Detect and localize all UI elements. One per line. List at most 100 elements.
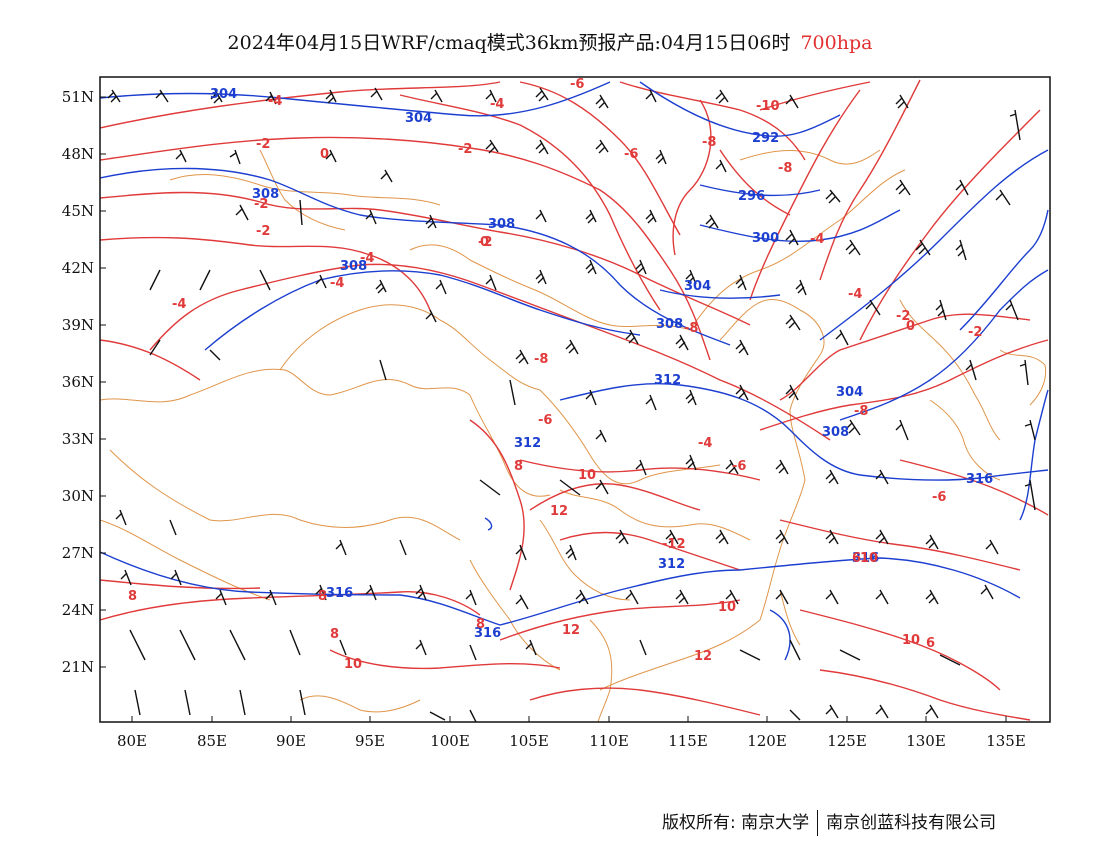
temperature-contour-label: -8	[854, 404, 868, 419]
longitude-label: 130E	[906, 732, 946, 750]
height-contour-label: 308	[822, 425, 849, 440]
height-contour-label: 316	[852, 551, 879, 566]
temperature-contour-label: -2	[254, 197, 268, 212]
height-contour-label: 308	[656, 317, 683, 332]
temperature-contour-label: -2	[478, 235, 492, 250]
temperature-contour-label: -8	[778, 161, 792, 176]
longitude-label: 135E	[986, 732, 1026, 750]
height-contours	[100, 81, 1049, 661]
height-contour-label: 300	[752, 231, 779, 246]
temperature-contour-label: 12	[550, 504, 568, 519]
longitude-label: 90E	[276, 732, 306, 750]
temperature-contour-label: -4	[490, 97, 504, 112]
height-contour-label: 304	[684, 279, 711, 294]
temperature-contour-label: -12	[662, 537, 686, 552]
temperature-contour-label: 10	[344, 657, 362, 672]
longitude-label: 80E	[117, 732, 147, 750]
temperature-contour-label: -4	[172, 297, 186, 312]
latitude-labels: 51N 48N 45N 42N 39N 36N 33N 30N 27N 24N 21N	[62, 88, 94, 676]
latitude-label: 51N	[62, 88, 94, 106]
axis-ticks	[100, 96, 1007, 722]
temperature-contour-label: 0	[480, 235, 489, 250]
temperature-contour-label: 8	[330, 627, 339, 642]
temperature-isotherms	[100, 79, 1049, 721]
temperature-contour-label: -4	[698, 436, 712, 451]
temperature-labels: -4 -4-6-10-20 -2 -6-8-8-2-4-2-4-20-4-8-4-20…	[128, 77, 982, 672]
temperature-contour-label: 10	[860, 551, 878, 566]
temperature-contour-label: -4	[848, 287, 862, 302]
country-borders	[100, 149, 1047, 722]
map-title: 2024年04月15日WRF/cmaq模式36km预报产品:04月15日06时 7…	[0, 28, 1100, 55]
map-frame	[99, 76, 1051, 723]
pressure-level: 700hpa	[800, 32, 873, 54]
temperature-contour-label: 8	[128, 589, 137, 604]
temperature-contour-label: 0	[906, 319, 915, 334]
longitude-label: 105E	[509, 732, 549, 750]
temperature-contour-label: 8	[318, 589, 327, 604]
latitude-label: 45N	[62, 202, 94, 220]
temperature-contour-label: -8	[702, 135, 716, 150]
latitude-label: 33N	[62, 430, 94, 448]
temperature-contour-label: -4	[268, 94, 282, 109]
temperature-contour-label: 8	[514, 459, 523, 474]
height-contour-label: 304	[405, 111, 432, 126]
latitude-label: 39N	[62, 316, 94, 334]
copyright-right: 南京创蓝科技有限公司	[826, 813, 997, 833]
temperature-contour-label: -8	[534, 352, 548, 367]
longitude-label: 95E	[355, 732, 385, 750]
longitude-label: 110E	[589, 732, 629, 750]
latitude-label: 42N	[62, 259, 94, 277]
longitude-labels: 80E 85E 90E 95E 100E 105E 110E 115E 120E 125E 130E…	[117, 732, 1026, 750]
temperature-contour-label: 8	[476, 617, 485, 632]
temperature-contour-label: -6	[732, 459, 746, 474]
height-labels: 304 304 292 296 300 308 308 308 304 308 312 304 308 3…	[210, 87, 993, 641]
height-contour-label: 308	[252, 187, 279, 202]
temperature-contour-label: -2	[968, 325, 982, 340]
temperature-contour-label: -6	[570, 77, 584, 92]
longitude-label: 85E	[197, 732, 227, 750]
temperature-contour-label: -4	[330, 276, 344, 291]
temperature-contour-label: -4	[810, 232, 824, 247]
height-contour-label: 308	[340, 259, 367, 274]
temperature-contour-label: 10	[718, 600, 736, 615]
temperature-contour-label: 0	[320, 147, 329, 162]
longitude-label: 100E	[430, 732, 470, 750]
temperature-contour-label: -10	[756, 99, 780, 114]
latitude-label: 21N	[62, 658, 94, 676]
footer-divider	[817, 810, 819, 836]
temperature-contour-label: 12	[562, 623, 580, 638]
temperature-contour-label: -2	[256, 224, 270, 239]
height-contour-label: 296	[738, 189, 765, 204]
latitude-label: 36N	[62, 373, 94, 391]
longitude-label: 120E	[747, 732, 787, 750]
wind-barbs	[107, 87, 1036, 722]
temperature-contour-label: -6	[624, 147, 638, 162]
latitude-label: 30N	[62, 487, 94, 505]
temperature-contour-label: -2	[896, 309, 910, 324]
height-contour-label: 312	[658, 557, 685, 572]
copyright-left: 版权所有: 南京大学	[662, 813, 810, 833]
temperature-contour-label: 10	[902, 633, 920, 648]
height-contour-label: 304	[836, 385, 863, 400]
temperature-contour-label: -6	[932, 490, 946, 505]
latitude-label: 48N	[62, 145, 94, 163]
temperature-contour-label: -2	[256, 137, 270, 152]
title-text: 2024年04月15日WRF/cmaq模式36km预报产品:04月15日06时	[227, 32, 791, 54]
height-contour-label: 304	[210, 87, 237, 102]
height-contour-label: 308	[488, 217, 515, 232]
height-contour-label: 316	[966, 472, 993, 487]
latitude-label: 27N	[62, 544, 94, 562]
temperature-contour-label: -2	[458, 142, 472, 157]
temperature-contour-label: -8	[684, 321, 698, 336]
temperature-contour-label: 10	[578, 468, 596, 483]
temperature-contour-label: 6	[926, 636, 935, 651]
height-contour-label: 292	[752, 131, 779, 146]
height-contour-label: 316	[474, 626, 501, 641]
temperature-contour-label: 12	[694, 649, 712, 664]
temperature-contour-label: -6	[538, 413, 552, 428]
copyright-footer: 版权所有: 南京大学 南京创蓝科技有限公司	[662, 808, 996, 836]
height-contour-label: 316	[326, 586, 353, 601]
longitude-label: 125E	[827, 732, 867, 750]
height-contour-label: 312	[514, 436, 541, 451]
